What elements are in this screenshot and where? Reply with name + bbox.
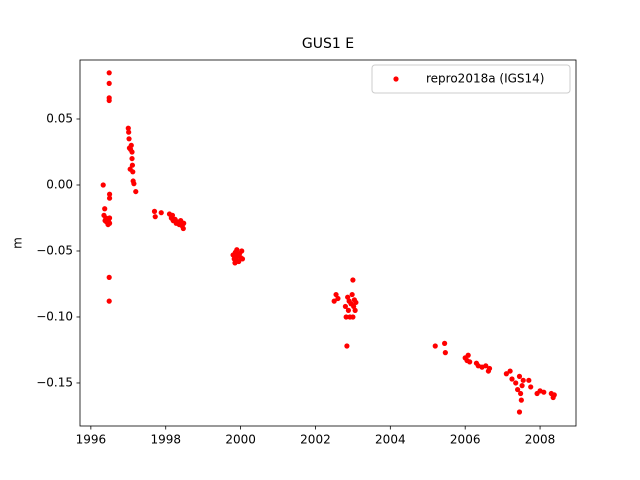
x-tick-label: 2002 [300,433,331,447]
point [350,277,356,283]
point [106,97,112,104]
point [526,377,532,383]
point [181,220,187,226]
point [483,363,489,369]
point [345,294,351,300]
point [509,376,515,382]
point [465,352,471,358]
point [344,343,350,349]
point [516,373,523,379]
point [520,377,526,383]
point [442,340,448,346]
legend-marker [393,76,399,82]
point [519,383,525,389]
point [130,169,136,175]
point [345,307,352,313]
point [239,256,246,262]
point [126,136,132,142]
point [503,371,509,377]
point [106,195,113,201]
point [106,215,113,221]
point [128,142,134,148]
point [133,188,139,195]
point [158,210,164,216]
axes-frame [79,59,577,427]
point [102,206,108,212]
point [106,274,112,280]
y-tick-label: 0.05 [46,111,73,125]
point [126,129,132,135]
point [515,386,521,393]
point [106,70,112,76]
x-tick-label: 1996 [76,433,107,447]
point [342,303,349,310]
plot-area [100,70,557,415]
point [352,307,358,313]
point [169,212,176,218]
point [551,392,557,398]
point [106,80,112,86]
point [467,359,473,365]
point [507,368,513,374]
point [239,248,245,254]
point [127,146,134,152]
point [442,350,448,356]
point [350,314,356,320]
y-tick-label: −0.10 [36,309,73,323]
x-tick-label: 2008 [525,433,556,447]
point [106,191,113,197]
x-tick-label: 2000 [225,433,256,447]
point [351,303,357,310]
chart-title: GUS1 E [302,36,354,52]
point [486,365,493,372]
point [432,343,438,349]
point [234,247,240,253]
point [528,384,534,390]
point [129,155,135,162]
y-axis-label: m [11,237,25,249]
x-tick-label: 2006 [450,433,481,447]
point [343,314,349,320]
point [125,125,131,131]
point [232,260,238,266]
point [180,225,186,232]
point [131,181,137,187]
point [517,390,524,397]
point [541,389,547,395]
point [151,208,158,214]
point [331,298,337,304]
y-tick-label: −0.05 [36,243,73,257]
point [106,298,112,304]
point [100,182,106,188]
legend-label: repro2018a (IGS14) [426,72,544,86]
point [518,397,524,403]
point [353,299,359,306]
point [516,409,523,415]
point [349,291,355,298]
point [335,295,341,302]
x-tick-label: 1998 [150,433,181,447]
point [152,214,158,220]
point [129,162,136,168]
legend-box [371,64,571,94]
point [333,291,339,298]
point [513,380,519,386]
x-tick-label: 2004 [375,433,406,447]
point [106,220,113,226]
y-tick-label: 0.00 [46,177,73,191]
y-tick-label: −0.15 [36,375,73,389]
